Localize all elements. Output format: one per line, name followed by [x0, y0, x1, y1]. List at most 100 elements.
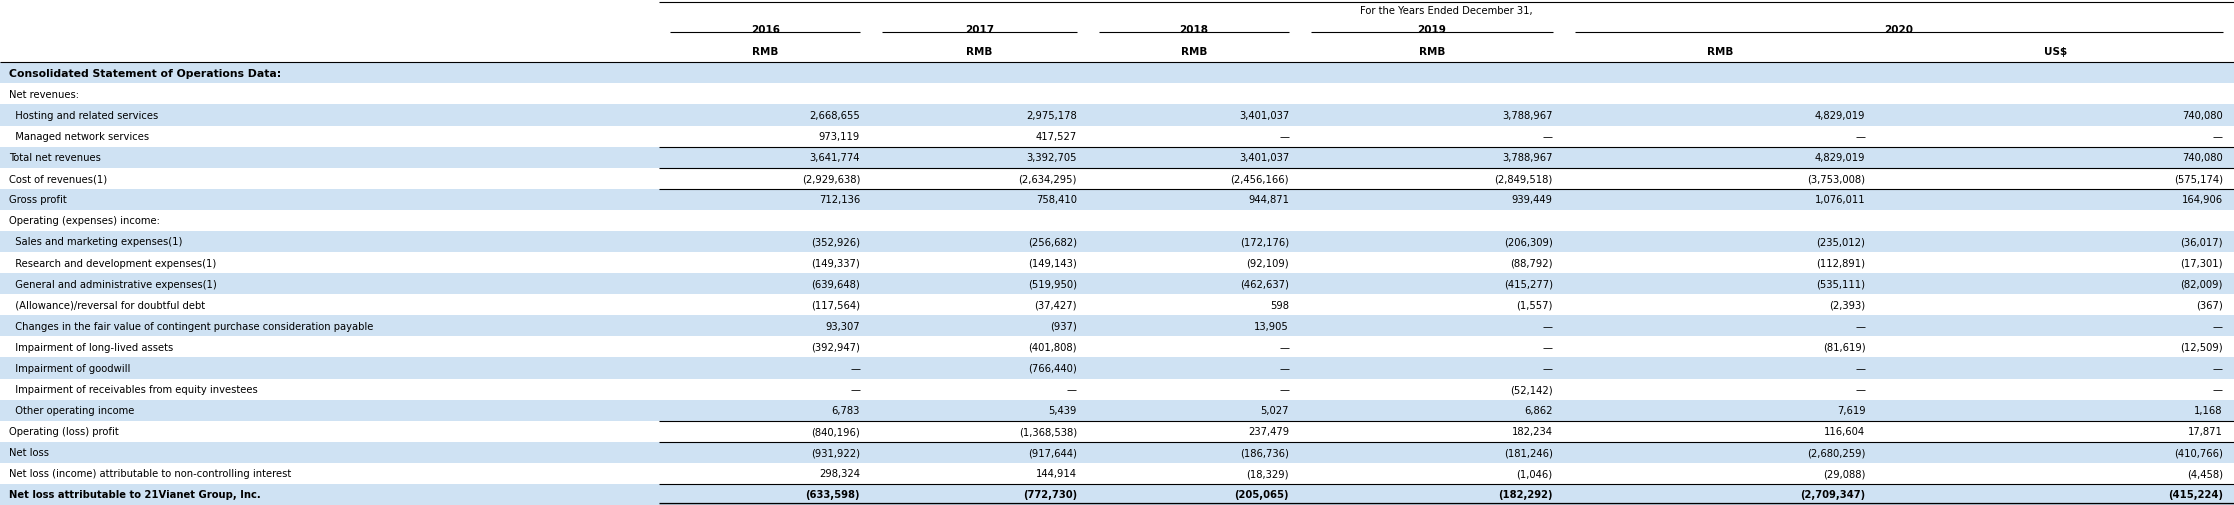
Text: (410,766): (410,766)	[2174, 447, 2223, 458]
Text: (206,309): (206,309)	[1503, 237, 1553, 247]
Text: (766,440): (766,440)	[1028, 363, 1077, 373]
Text: (52,142): (52,142)	[1510, 384, 1553, 394]
Text: 3,392,705: 3,392,705	[1025, 153, 1077, 163]
Text: 973,119: 973,119	[820, 132, 860, 142]
Bar	[0, 0, 2234, 21]
Bar	[0, 105, 2234, 126]
Text: 2,975,178: 2,975,178	[1025, 111, 1077, 121]
Bar	[0, 42, 2234, 63]
Text: (149,337): (149,337)	[811, 258, 860, 268]
Bar	[0, 211, 2234, 231]
Text: (182,292): (182,292)	[1499, 489, 1553, 499]
Text: (18,329): (18,329)	[1247, 469, 1289, 478]
Text: —: —	[2214, 321, 2223, 331]
Text: —: —	[1856, 363, 1865, 373]
Bar	[0, 231, 2234, 252]
Text: General and administrative expenses(1): General and administrative expenses(1)	[9, 279, 217, 289]
Bar	[0, 358, 2234, 379]
Text: —: —	[1856, 321, 1865, 331]
Text: (29,088): (29,088)	[1823, 469, 1865, 478]
Text: 2018: 2018	[1180, 24, 1209, 34]
Text: 3,401,037: 3,401,037	[1240, 111, 1289, 121]
Text: Impairment of goodwill: Impairment of goodwill	[9, 363, 130, 373]
Bar	[0, 63, 2234, 84]
Text: (917,644): (917,644)	[1028, 447, 1077, 458]
Text: 13,905: 13,905	[1253, 321, 1289, 331]
Text: (519,950): (519,950)	[1028, 279, 1077, 289]
Text: (12,509): (12,509)	[2180, 342, 2223, 352]
Text: US$: US$	[2044, 46, 2066, 57]
Text: 758,410: 758,410	[1037, 195, 1077, 205]
Bar	[0, 84, 2234, 105]
Text: —: —	[1544, 342, 1553, 352]
Text: (1,046): (1,046)	[1517, 469, 1553, 478]
Text: 6,862: 6,862	[1524, 406, 1553, 415]
Text: —: —	[1856, 132, 1865, 142]
Text: Impairment of receivables from equity investees: Impairment of receivables from equity in…	[9, 384, 257, 394]
Text: (82,009): (82,009)	[2180, 279, 2223, 289]
Text: —: —	[1068, 384, 1077, 394]
Text: 2019: 2019	[1419, 24, 1445, 34]
Text: 5,439: 5,439	[1048, 406, 1077, 415]
Text: Managed network services: Managed network services	[9, 132, 150, 142]
Text: Other operating income: Other operating income	[9, 406, 134, 415]
Bar	[0, 252, 2234, 274]
Text: —: —	[1544, 321, 1553, 331]
Text: 1,168: 1,168	[2194, 406, 2223, 415]
Text: 144,914: 144,914	[1037, 469, 1077, 478]
Text: 5,027: 5,027	[1260, 406, 1289, 415]
Text: Net loss (income) attributable to non-controlling interest: Net loss (income) attributable to non-co…	[9, 469, 290, 478]
Bar	[0, 168, 2234, 189]
Text: (3,753,008): (3,753,008)	[1807, 174, 1865, 184]
Text: (2,849,518): (2,849,518)	[1495, 174, 1553, 184]
Text: (575,174): (575,174)	[2174, 174, 2223, 184]
Bar	[0, 126, 2234, 147]
Text: Gross profit: Gross profit	[9, 195, 67, 205]
Text: (931,922): (931,922)	[811, 447, 860, 458]
Text: 298,324: 298,324	[820, 469, 860, 478]
Text: 4,829,019: 4,829,019	[1814, 153, 1865, 163]
Text: 116,604: 116,604	[1825, 426, 1865, 436]
Text: Net loss attributable to 21Vianet Group, Inc.: Net loss attributable to 21Vianet Group,…	[9, 489, 261, 499]
Text: 2020: 2020	[1885, 24, 1912, 34]
Text: (88,792): (88,792)	[1510, 258, 1553, 268]
Bar	[0, 274, 2234, 294]
Text: Sales and marketing expenses(1): Sales and marketing expenses(1)	[9, 237, 183, 247]
Bar	[0, 21, 2234, 42]
Text: (1,557): (1,557)	[1517, 300, 1553, 310]
Text: (937): (937)	[1050, 321, 1077, 331]
Text: 93,307: 93,307	[827, 321, 860, 331]
Text: Consolidated Statement of Operations Data:: Consolidated Statement of Operations Dat…	[9, 69, 281, 79]
Text: (1,368,538): (1,368,538)	[1019, 426, 1077, 436]
Text: 712,136: 712,136	[820, 195, 860, 205]
Bar	[0, 463, 2234, 484]
Text: Net loss: Net loss	[9, 447, 49, 458]
Text: 4,829,019: 4,829,019	[1814, 111, 1865, 121]
Text: (235,012): (235,012)	[1816, 237, 1865, 247]
Text: —: —	[1280, 132, 1289, 142]
Bar	[0, 484, 2234, 505]
Text: 182,234: 182,234	[1512, 426, 1553, 436]
Text: (81,619): (81,619)	[1823, 342, 1865, 352]
Bar	[0, 400, 2234, 421]
Text: RMB: RMB	[1419, 46, 1445, 57]
Text: (2,709,347): (2,709,347)	[1801, 489, 1865, 499]
Text: (401,808): (401,808)	[1028, 342, 1077, 352]
Bar	[0, 147, 2234, 168]
Bar	[0, 421, 2234, 442]
Text: —: —	[2214, 384, 2223, 394]
Text: —: —	[851, 384, 860, 394]
Text: (172,176): (172,176)	[1240, 237, 1289, 247]
Text: (367): (367)	[2196, 300, 2223, 310]
Text: 7,619: 7,619	[1836, 406, 1865, 415]
Text: 237,479: 237,479	[1249, 426, 1289, 436]
Bar	[0, 294, 2234, 316]
Text: RMB: RMB	[1182, 46, 1206, 57]
Text: —: —	[1544, 363, 1553, 373]
Text: RMB: RMB	[753, 46, 777, 57]
Text: Total net revenues: Total net revenues	[9, 153, 101, 163]
Text: 164,906: 164,906	[2183, 195, 2223, 205]
Text: 598: 598	[1269, 300, 1289, 310]
Text: (2,393): (2,393)	[1830, 300, 1865, 310]
Text: (117,564): (117,564)	[811, 300, 860, 310]
